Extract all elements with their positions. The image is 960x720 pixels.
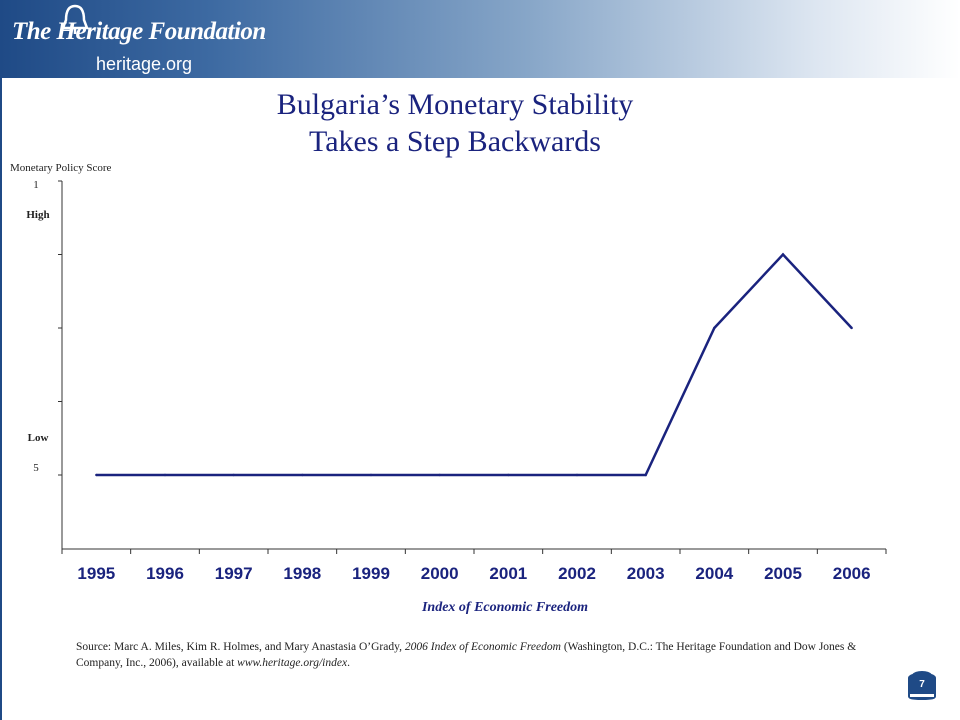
source-middle: (Washington, D.C.: The Heritage Foundati… <box>76 641 857 669</box>
series-layer <box>95 252 853 477</box>
page-number: 7 <box>919 679 925 690</box>
y-low-label: Low <box>28 432 49 444</box>
source-prefix: Source: Marc A. Miles, Kim R. Holmes, an… <box>76 641 405 653</box>
liberty-bell-icon <box>61 4 89 34</box>
data-point <box>507 473 510 477</box>
logo-wordmark: The Heritage Foundation <box>12 18 266 45</box>
data-point <box>232 473 235 477</box>
x-axis-title: Index of Economic Freedom <box>421 600 588 615</box>
x-tick-label: 1995 <box>77 564 115 583</box>
y-axis-title: Monetary Policy Score <box>10 162 112 174</box>
y-tick-top: 1 <box>33 179 39 191</box>
left-border-rule <box>0 78 2 720</box>
chart-title-line2: Takes a Step Backwards <box>309 125 601 158</box>
bell-badge-icon <box>908 671 936 700</box>
chart-title: Bulgaria’s Monetary Stability Takes a St… <box>0 86 910 160</box>
x-tick-label: 2006 <box>833 564 871 583</box>
chart-title-line1: Bulgaria’s Monetary Stability <box>276 88 634 121</box>
data-point <box>163 473 167 477</box>
data-point <box>438 473 441 477</box>
x-tick-label: 2002 <box>558 564 596 583</box>
x-tick-label: 1996 <box>146 564 184 583</box>
source-book-title: 2006 Index of Economic Freedom <box>404 641 561 653</box>
x-tick-label: 2005 <box>764 564 802 583</box>
chart-axes <box>61 181 886 550</box>
source-citation: Source: Marc A. Miles, Kim R. Holmes, an… <box>76 639 896 671</box>
logo-url: heritage.org <box>96 54 193 74</box>
heritage-logo[interactable]: The Heritage Foundation heritage.org <box>8 4 266 76</box>
page-number-badge: 7 <box>904 668 940 702</box>
x-tick-label: 1997 <box>215 564 253 583</box>
x-tick-label: 2004 <box>695 564 733 583</box>
source-url[interactable]: www.heritage.org/index <box>237 657 348 669</box>
x-tick-label: 2001 <box>489 564 527 583</box>
header-banner: The Heritage Foundation heritage.org <box>0 0 960 78</box>
source-suffix: . <box>347 657 350 669</box>
data-point <box>301 473 304 477</box>
data-point <box>713 326 716 330</box>
x-tick-label: 2000 <box>421 564 459 583</box>
x-tick-label: 1999 <box>352 564 390 583</box>
series-line <box>96 252 853 477</box>
data-point <box>575 473 579 477</box>
data-point <box>644 473 647 477</box>
y-tick-bottom: 5 <box>33 462 39 474</box>
data-point <box>95 473 98 477</box>
x-tick-labels: 1995 1996 1997 1998 1999 2000 2001 2002 2003 2004… <box>77 564 870 583</box>
y-high-label: High <box>26 209 49 221</box>
axis-ticks <box>58 180 887 554</box>
data-point <box>369 473 373 477</box>
x-tick-label: 2003 <box>627 564 665 583</box>
data-point <box>850 326 853 330</box>
data-point <box>781 253 785 256</box>
x-tick-label: 1998 <box>283 564 321 583</box>
